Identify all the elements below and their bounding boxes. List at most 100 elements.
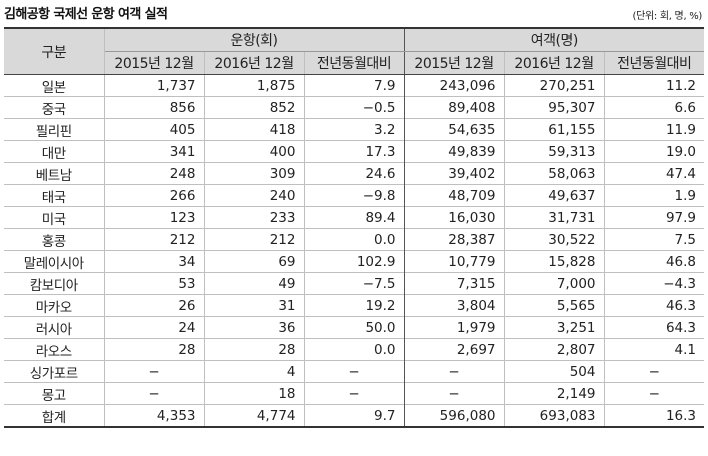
passengers-yoy-cell: 47.4 — [665, 165, 697, 182]
flights-2016-cell: 31 — [204, 294, 305, 317]
country-name-cell: 말레이시아 — [4, 250, 105, 273]
flights-yoy-cell: 0.0 — [304, 228, 405, 251]
flights-yoy-cell: −9.8 — [304, 184, 405, 207]
table-row: 베트남 248 309 24.6 39,402 58,063 47.4 — [4, 162, 705, 185]
passengers-2015-cell: 10,779 — [404, 250, 505, 273]
flights-2015-cell: 341 — [104, 140, 205, 163]
table-row: 미국 123 233 89.4 16,030 31,731 97.9 — [4, 206, 705, 229]
flights-2016-cell: 28 — [204, 338, 305, 361]
flights-2015-cell: 4,353 — [104, 404, 205, 427]
flights-2016-cell: 418 — [204, 118, 305, 141]
header-passengers-group: 여객(명) — [404, 27, 705, 52]
country-name-cell: 필리핀 — [4, 118, 105, 141]
total-label: 합계 — [4, 404, 105, 427]
passengers-yoy-cell: 97.9 — [665, 209, 697, 226]
flights-yoy-cell: 24.6 — [304, 162, 405, 185]
country-name-cell: 미국 — [4, 206, 105, 229]
passengers-2015-cell: 7,315 — [404, 272, 505, 295]
passengers-yoy-cell: − — [648, 385, 660, 402]
page-title: 김해공항 국제선 운항 여객 실적 — [4, 7, 168, 22]
table-row: 말레이시아 34 69 102.9 10,779 15,828 46.8 — [4, 250, 705, 273]
passengers-2016-cell: 95,307 — [504, 96, 605, 119]
passengers-2015-cell: 596,080 — [404, 404, 505, 427]
passengers-2015-cell: 3,804 — [404, 294, 505, 317]
flights-2016-cell: 212 — [204, 228, 305, 251]
passengers-yoy-cell: 11.2 — [665, 77, 697, 94]
total-row: 합계 4,353 4,774 9.7 596,080 693,083 16.3 — [4, 404, 705, 427]
passengers-2016-cell: 5,565 — [504, 294, 605, 317]
header-flights-group: 운항(회) — [104, 27, 405, 52]
passengers-yoy-cell: 19.0 — [665, 143, 697, 160]
flights-yoy-cell: −7.5 — [304, 272, 405, 295]
passengers-2016-cell: 30,522 — [504, 228, 605, 251]
passengers-yoy-cell: −4.3 — [663, 275, 697, 292]
header-category: 구분 — [4, 27, 105, 75]
table-row: 마카오 26 31 19.2 3,804 5,565 46.3 — [4, 294, 705, 317]
passengers-2015-cell: 49,839 — [404, 140, 505, 163]
table-row: 라오스 28 28 0.0 2,697 2,807 4.1 — [4, 338, 705, 361]
header-flights-yoy: 전년동월대비 — [304, 51, 405, 75]
table-body: 일본 1,737 1,875 7.9 243,096 270,251 11.2 중국 856 85… — [4, 74, 705, 427]
flights-2015-cell: − — [104, 382, 205, 405]
country-name-cell: 라오스 — [4, 338, 105, 361]
country-name-cell: 베트남 — [4, 162, 105, 185]
passengers-2016-cell: 693,083 — [504, 404, 605, 427]
country-name-cell: 싱가포르 — [4, 360, 105, 383]
flights-2015-cell: 26 — [104, 294, 205, 317]
passengers-2016-cell: 2,807 — [504, 338, 605, 361]
flights-yoy-cell: 89.4 — [304, 206, 405, 229]
passengers-2016-cell: 49,637 — [504, 184, 605, 207]
flights-yoy-cell: −0.5 — [304, 96, 405, 119]
flights-yoy-cell: 0.0 — [304, 338, 405, 361]
passengers-2016-cell: 58,063 — [504, 162, 605, 185]
passengers-2015-cell: 54,635 — [404, 118, 505, 141]
passengers-yoy-cell: 46.3 — [665, 297, 697, 314]
passengers-2015-cell: 39,402 — [404, 162, 505, 185]
passengers-2016-cell: 31,731 — [504, 206, 605, 229]
passengers-2015-cell: 243,096 — [404, 74, 505, 97]
country-name-cell: 대만 — [4, 140, 105, 163]
passengers-2015-cell: 28,387 — [404, 228, 505, 251]
passengers-2015-cell: 48,709 — [404, 184, 505, 207]
flights-2016-cell: 18 — [204, 382, 305, 405]
passengers-2015-cell: − — [404, 360, 505, 383]
flights-2015-cell: 34 — [104, 250, 205, 273]
passengers-2016-cell: 504 — [504, 360, 605, 383]
flights-2016-cell: 4 — [204, 360, 305, 383]
passengers-yoy-cell: 1.9 — [674, 187, 697, 204]
header-passengers-yoy: 전년동월대비 — [604, 51, 705, 75]
header-flights-2016: 2016년 12월 — [204, 51, 305, 75]
passengers-yoy-cell: 64.3 — [665, 319, 697, 336]
table-row: 대만 341 400 17.3 49,839 59,313 19.0 — [4, 140, 705, 163]
passengers-2016-cell: 61,155 — [504, 118, 605, 141]
passengers-yoy-cell: 4.1 — [674, 341, 697, 358]
passengers-yoy-cell: 11.9 — [665, 121, 697, 138]
passengers-yoy-cell: 46.8 — [665, 253, 697, 270]
passengers-yoy-cell: − — [648, 363, 660, 380]
passengers-2016-cell: 7,000 — [504, 272, 605, 295]
table-row: 싱가포르 −4− −504− — [4, 360, 705, 383]
flight-passenger-table: 구분 운항(회) 여객(명) 2015년 12월 2016년 12월 전년동월대… — [4, 27, 705, 428]
flights-2015-cell: 212 — [104, 228, 205, 251]
country-name-cell: 중국 — [4, 96, 105, 119]
country-name-cell: 일본 — [4, 74, 105, 97]
flights-2015-cell: 1,737 — [104, 74, 205, 97]
flights-yoy-cell: 19.2 — [304, 294, 405, 317]
flights-2016-cell: 36 — [204, 316, 305, 339]
passengers-2016-cell: 15,828 — [504, 250, 605, 273]
flights-yoy-cell: 17.3 — [304, 140, 405, 163]
country-name-cell: 몽고 — [4, 382, 105, 405]
passengers-2016-cell: 270,251 — [504, 74, 605, 97]
flights-2016-cell: 49 — [204, 272, 305, 295]
flights-2016-cell: 400 — [204, 140, 305, 163]
passengers-2015-cell: 16,030 — [404, 206, 505, 229]
table-row: 홍콩 212 212 0.0 28,387 30,522 7.5 — [4, 228, 705, 251]
header-passengers-2015: 2015년 12월 — [404, 51, 505, 75]
table-row: 일본 1,737 1,875 7.9 243,096 270,251 11.2 — [4, 74, 705, 97]
flights-2015-cell: 24 — [104, 316, 205, 339]
flights-2015-cell: 123 — [104, 206, 205, 229]
flights-2016-cell: 852 — [204, 96, 305, 119]
flights-2016-cell: 309 — [204, 162, 305, 185]
header-flights-2015: 2015년 12월 — [104, 51, 205, 75]
